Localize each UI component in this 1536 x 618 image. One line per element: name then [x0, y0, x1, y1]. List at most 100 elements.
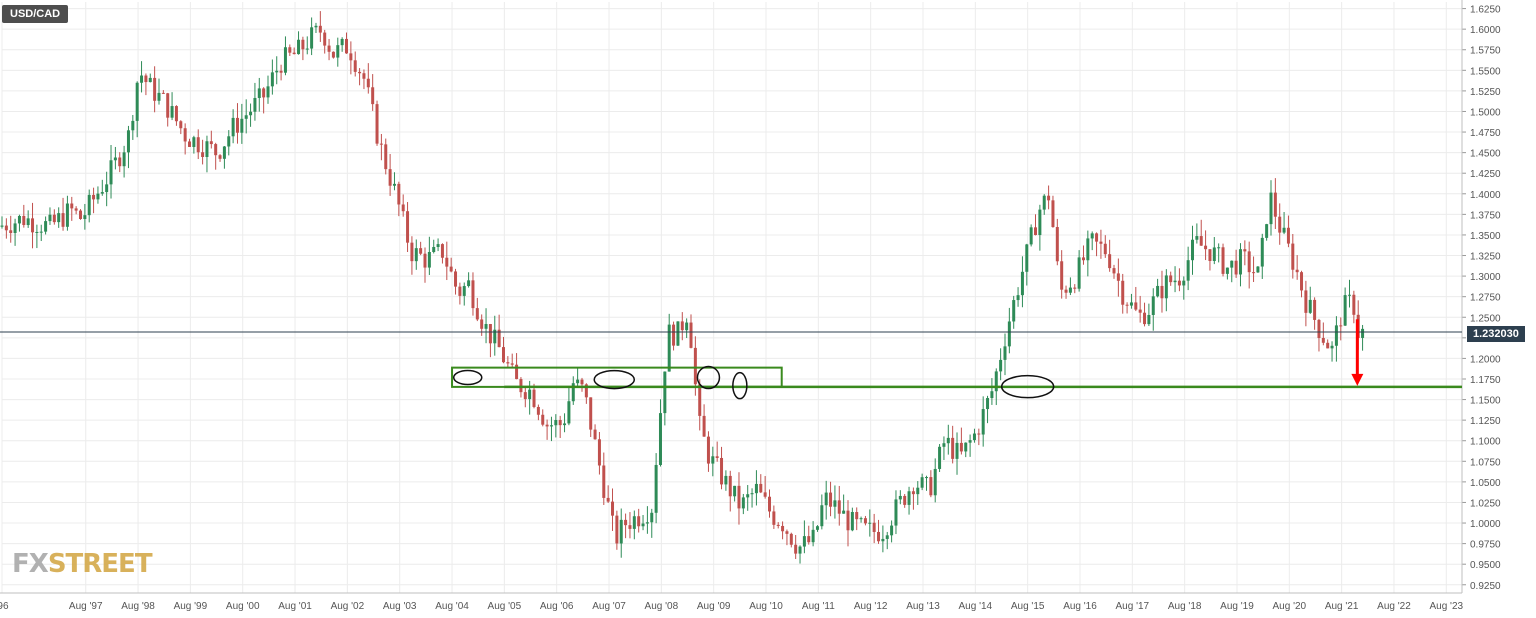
y-tick-label: 1.1750 — [1470, 375, 1501, 386]
candle-body — [855, 512, 859, 520]
candle-body — [454, 271, 458, 287]
y-tick-label: 1.5500 — [1470, 66, 1501, 77]
candle-body — [815, 526, 819, 530]
candle-body — [916, 487, 920, 495]
candle-body — [981, 409, 985, 435]
candle-body — [1230, 260, 1234, 268]
candle-body — [946, 437, 950, 444]
candle-body — [532, 389, 536, 407]
y-tick-label: 0.9500 — [1470, 560, 1501, 571]
candle-body — [672, 324, 676, 346]
candle-body — [1212, 247, 1216, 262]
candle-body — [877, 531, 881, 542]
candle-body — [1112, 268, 1116, 274]
candle-body — [750, 493, 754, 495]
candle-body — [144, 75, 148, 83]
x-tick-label: Aug '02 — [331, 601, 365, 612]
candle-body — [768, 496, 772, 512]
y-tick-label: 1.0750 — [1470, 457, 1501, 468]
candle-body — [87, 194, 91, 216]
candle-body — [201, 152, 205, 157]
candle-body — [763, 492, 767, 497]
candle-body — [118, 157, 122, 167]
candle-body — [1347, 294, 1351, 296]
y-tick-label: 1.1250 — [1470, 416, 1501, 427]
candle-body — [131, 120, 135, 131]
candle-body — [986, 398, 990, 410]
candle-body — [776, 524, 780, 526]
candle-body — [802, 536, 806, 547]
candle-body — [288, 47, 292, 53]
candle-body — [92, 194, 96, 200]
candle-body — [493, 329, 497, 344]
candle-body — [706, 436, 710, 464]
candle-body — [746, 494, 750, 498]
candle-body — [615, 515, 619, 544]
y-tick-label: 1.3250 — [1470, 252, 1501, 263]
candle-body — [545, 424, 549, 427]
candle-body — [624, 519, 628, 526]
y-tick-label: 1.1000 — [1470, 437, 1501, 448]
candle-body — [1208, 249, 1212, 262]
candle-body — [1077, 257, 1081, 289]
candle-body — [580, 379, 584, 385]
candle-body — [83, 215, 87, 220]
candle-body — [1129, 302, 1133, 306]
candle-body — [824, 492, 828, 506]
candle-body — [371, 87, 375, 105]
y-tick-label: 1.5000 — [1470, 107, 1501, 118]
candle-body — [427, 251, 431, 268]
candle-body — [249, 111, 253, 116]
candle-body — [711, 456, 715, 464]
candle-body — [837, 500, 841, 514]
x-tick-label: Aug '20 — [1273, 601, 1307, 612]
candle-body — [772, 511, 776, 525]
candle-body — [484, 324, 488, 329]
candle-body — [1256, 266, 1260, 273]
candle-body — [235, 117, 239, 133]
candle-body — [279, 70, 283, 73]
candle-body — [510, 363, 514, 365]
candle-body — [406, 211, 410, 243]
candle-body — [1064, 289, 1068, 293]
candle-body — [31, 218, 35, 233]
candle-body — [440, 244, 444, 258]
candle-body — [432, 246, 436, 252]
candle-body — [1116, 273, 1120, 281]
candle-body — [715, 456, 719, 458]
candle-body — [1330, 345, 1334, 349]
candle-body — [994, 371, 998, 392]
candle-body — [1029, 227, 1033, 245]
candle-body — [1099, 241, 1103, 244]
candle-body — [894, 499, 898, 526]
candle-body — [1321, 337, 1325, 343]
x-tick-label: Aug '98 — [121, 601, 155, 612]
candle-body — [78, 210, 82, 220]
candle-body — [964, 442, 968, 452]
candle-body — [563, 423, 567, 426]
candle-body — [488, 324, 492, 344]
x-tick-label: Aug '97 — [69, 601, 103, 612]
candle-body — [57, 213, 61, 223]
candle-body — [658, 413, 662, 465]
candle-body — [811, 529, 815, 543]
candle-body — [327, 45, 331, 52]
candle-body — [968, 440, 972, 443]
candle-body — [1273, 192, 1277, 217]
candle-body — [868, 522, 872, 524]
candle-body — [1317, 319, 1321, 338]
candle-body — [977, 433, 981, 435]
candle-body — [1007, 321, 1011, 347]
candle-body — [1304, 290, 1308, 313]
candle-body — [253, 97, 257, 112]
candle-body — [907, 491, 911, 505]
candle-body — [135, 82, 139, 121]
candle-body — [297, 39, 301, 55]
candle-body — [410, 242, 414, 262]
candle-body — [436, 244, 440, 247]
x-tick-label: Aug '03 — [383, 601, 417, 612]
candle-body — [863, 518, 867, 524]
candle-body — [148, 77, 152, 83]
candle-body — [1086, 238, 1090, 261]
